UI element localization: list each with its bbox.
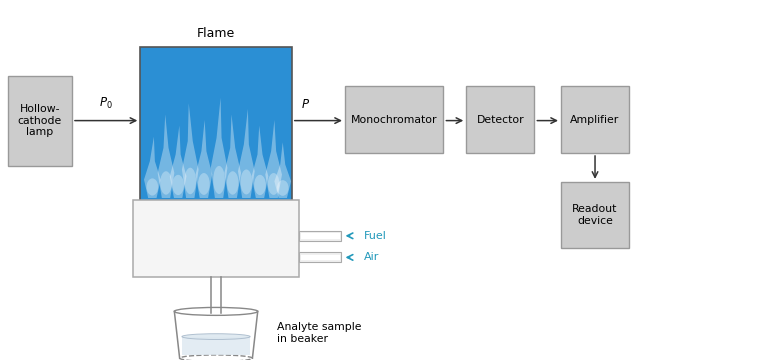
Text: $P_0$: $P_0$	[99, 95, 113, 111]
Text: Readout
device: Readout device	[572, 204, 618, 226]
Ellipse shape	[213, 166, 225, 194]
PathPatch shape	[274, 142, 291, 198]
PathPatch shape	[265, 120, 282, 198]
PathPatch shape	[238, 109, 255, 198]
Text: Flame: Flame	[197, 27, 235, 40]
Bar	[299, 231, 341, 241]
Bar	[140, 47, 292, 202]
Text: Fuel: Fuel	[364, 231, 387, 241]
Ellipse shape	[254, 175, 266, 195]
Text: Hollow-
cathode
lamp: Hollow- cathode lamp	[17, 104, 62, 137]
Text: Monochromator: Monochromator	[351, 115, 437, 125]
Bar	[133, 200, 299, 277]
PathPatch shape	[211, 98, 227, 198]
Ellipse shape	[268, 173, 280, 195]
Bar	[561, 86, 629, 153]
Ellipse shape	[146, 179, 158, 195]
Ellipse shape	[240, 170, 252, 194]
Bar	[466, 86, 534, 153]
PathPatch shape	[196, 120, 212, 198]
Bar	[301, 233, 340, 239]
Bar	[561, 182, 629, 248]
Text: Analyte sample
in beaker: Analyte sample in beaker	[277, 322, 361, 344]
Ellipse shape	[160, 171, 172, 195]
Bar	[345, 86, 443, 153]
Ellipse shape	[277, 180, 289, 196]
PathPatch shape	[182, 103, 199, 198]
PathPatch shape	[252, 126, 268, 198]
Text: $P$: $P$	[301, 98, 310, 111]
Text: Amplifier: Amplifier	[571, 115, 619, 125]
Ellipse shape	[182, 334, 250, 339]
PathPatch shape	[170, 126, 186, 198]
PathPatch shape	[224, 114, 241, 198]
Bar	[8, 76, 72, 166]
PathPatch shape	[158, 114, 174, 198]
Text: Air: Air	[364, 252, 379, 262]
Ellipse shape	[198, 173, 210, 195]
Ellipse shape	[172, 175, 184, 195]
Text: Detector: Detector	[477, 115, 524, 125]
Bar	[301, 255, 340, 260]
Bar	[182, 337, 250, 355]
Ellipse shape	[184, 168, 196, 194]
PathPatch shape	[144, 137, 161, 198]
Ellipse shape	[227, 171, 239, 195]
Bar	[299, 252, 341, 262]
